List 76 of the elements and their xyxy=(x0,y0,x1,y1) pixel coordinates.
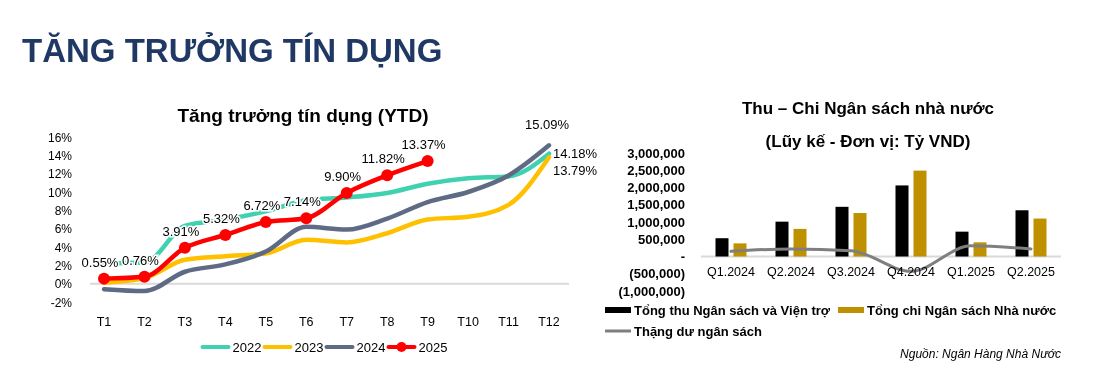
y-tick-label: 2,000,000 xyxy=(627,180,685,195)
point xyxy=(421,155,434,168)
y-tick-label: 2% xyxy=(54,258,73,273)
chart-subtitle: (Lũy kế - Đơn vị: Tỷ VND) xyxy=(765,132,971,151)
point xyxy=(381,169,394,182)
point xyxy=(259,216,272,229)
data-label: 7.14% xyxy=(283,194,322,210)
y-tick-label: 10% xyxy=(47,185,73,200)
y-tick-label: (500,000) xyxy=(629,266,685,282)
data-label: 9.90% xyxy=(324,168,362,184)
point xyxy=(300,212,313,225)
text: TĂNG TRƯỞNG TÍN DỤNG xyxy=(22,32,443,69)
x-tick-label: Q1.2025 xyxy=(947,265,996,279)
x-tick-label: Q1.2024 xyxy=(707,265,756,279)
bar xyxy=(835,206,849,257)
y-tick-label: 16% xyxy=(47,130,73,145)
x-tick-label: T3 xyxy=(177,315,193,329)
y-tick-label: 14% xyxy=(47,148,73,163)
data-label: 13.37% xyxy=(401,137,447,153)
data-label: 14.18% xyxy=(553,145,598,161)
y-tick-label: -2% xyxy=(50,295,73,310)
x-tick-label: T2 xyxy=(137,315,152,329)
point xyxy=(98,272,110,285)
legend-label: Tổng thu Ngân sách và Viện trợ xyxy=(634,303,831,318)
x-tick-label: Q2.2024 xyxy=(767,265,816,279)
bar xyxy=(1015,210,1029,257)
bar xyxy=(715,238,729,257)
x-tick-label: Q3.2024 xyxy=(827,265,876,279)
legend-label: Tổng chi Ngân sách Nhà nước xyxy=(867,303,1057,318)
data-label: 6.72% xyxy=(243,198,281,214)
y-tick-label: - xyxy=(680,249,685,264)
text: Nguồn: Ngân Hàng Nhà Nước xyxy=(900,347,1061,361)
x-tick-label: T6 xyxy=(298,315,314,329)
data-label: 0.76% xyxy=(122,252,160,268)
x-tick-label: T8 xyxy=(379,315,395,329)
x-tick-label: T12 xyxy=(538,315,560,329)
x-tick-label: T7 xyxy=(339,315,355,329)
legend-label: 2024 xyxy=(356,339,386,355)
y-tick-label: (1,000,000) xyxy=(618,283,685,299)
y-tick-label: 1,000,000 xyxy=(627,214,685,230)
point xyxy=(178,241,191,254)
chart-title: Tăng trưởng tín dụng (YTD) xyxy=(177,105,429,126)
legend-label: 2025 xyxy=(418,339,448,355)
y-tick-label: 2,500,000 xyxy=(627,162,685,178)
y-tick-label: 6% xyxy=(54,222,73,237)
x-tick-label: T11 xyxy=(498,315,519,329)
bar xyxy=(853,213,867,257)
bar xyxy=(913,170,927,257)
point xyxy=(340,186,353,199)
data-label: 11.82% xyxy=(361,151,406,167)
bar xyxy=(895,185,909,257)
point xyxy=(138,270,151,283)
y-tick-label: 0% xyxy=(54,277,73,292)
x-tick-label: Q2.2025 xyxy=(1007,265,1056,279)
legend-label: 2023 xyxy=(294,339,324,355)
y-tick-label: 1,500,000 xyxy=(627,197,685,213)
y-tick-label: 12% xyxy=(47,167,73,182)
data-label: 13.79% xyxy=(553,163,598,179)
x-tick-label: T9 xyxy=(420,315,435,329)
bar xyxy=(775,221,789,257)
data-label: 0.55% xyxy=(81,254,119,270)
point xyxy=(219,228,232,241)
bar xyxy=(1033,218,1047,257)
y-tick-label: 3,000,000 xyxy=(627,145,685,161)
data-label: 15.09% xyxy=(524,117,570,133)
y-tick-label: 8% xyxy=(54,203,73,218)
y-tick-label: 500,000 xyxy=(638,231,685,247)
x-tick-label: T10 xyxy=(457,315,479,329)
y-tick-label: 4% xyxy=(54,240,73,255)
legend-label: Thặng dư ngân sách xyxy=(634,324,762,339)
x-tick-label: T1 xyxy=(96,315,112,329)
legend-label: 2022 xyxy=(232,339,262,355)
chart-title: Thu – Chi Ngân sách nhà nước xyxy=(741,99,995,118)
x-tick-label: Q4.2024 xyxy=(887,265,936,279)
x-tick-label: T4 xyxy=(218,315,233,329)
x-tick-label: T5 xyxy=(258,315,274,329)
